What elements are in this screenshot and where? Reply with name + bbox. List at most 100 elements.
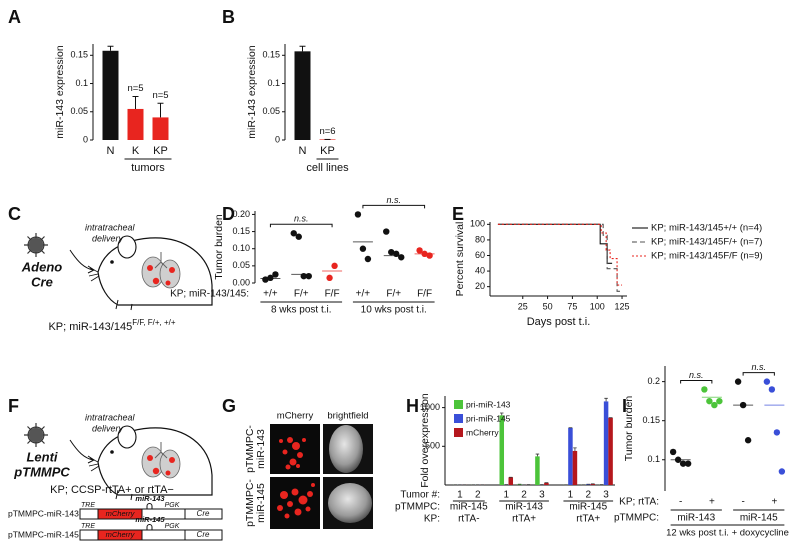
x-tick-label: 75 (567, 301, 577, 311)
group-sublabel: rtTA+ (576, 514, 600, 525)
group-sublabel: rtTA+ (512, 514, 536, 525)
error-bar (299, 45, 306, 52)
group-label: cell lines (306, 162, 349, 174)
arrowhead (87, 455, 95, 464)
arrow (69, 249, 94, 271)
y-tick-label: 0.1 (647, 454, 660, 464)
x-tick-label: + (709, 497, 715, 508)
construct-element: Cre (197, 509, 210, 518)
x-tick-label: 2 (585, 490, 591, 501)
group-label: miR-143 (677, 513, 715, 524)
hairpin (146, 524, 153, 530)
hairpin (146, 503, 153, 509)
y-tick-label: 0.2 (647, 376, 660, 386)
y-axis-label: miR-143 expression (54, 45, 66, 139)
arrowhead (87, 265, 95, 274)
group-label: miR-145 (569, 502, 607, 513)
bar-note: n=5 (127, 83, 143, 94)
legend-label: mCherry (466, 427, 499, 437)
survival-line (497, 223, 623, 292)
y-tick-label: 0.20 (232, 209, 250, 219)
legend-label: KP; miR-143/145+/+ (n=4) (651, 223, 762, 234)
row-label: pTMMPC- (244, 425, 256, 473)
group-label: 8 wks post t.i. (271, 305, 332, 316)
y-axis-label: miR-143 expression (246, 45, 258, 139)
x-tick-label: F/F (325, 289, 340, 300)
x-tick-label: +/+ (263, 289, 278, 300)
vector-text: pTMMPC (13, 464, 70, 479)
y-axis-label: Fold overexpression (419, 393, 431, 488)
virus-icon (23, 232, 49, 258)
data-point (326, 274, 333, 282)
significance-label: n.s. (689, 370, 704, 380)
row-label: pTMMPC: (395, 502, 440, 513)
genotype: KP; miR-143/145 (48, 321, 132, 333)
lung-lobe (328, 483, 372, 523)
data-point (272, 271, 279, 278)
data-point (305, 272, 312, 280)
alleles: F/F, F/+, +/+ (132, 318, 176, 327)
mirna-label: miR-143 (135, 494, 165, 503)
x-tick-label: 1 (457, 490, 463, 501)
y-tick-label: 40 (475, 265, 485, 275)
y-tick-label: 0.15 (642, 415, 660, 425)
legend-label: pri-miR-143 (466, 399, 511, 409)
bar (572, 450, 578, 485)
data-point (701, 386, 708, 393)
y-tick-label: 0.15 (232, 226, 250, 236)
row-label: KP; rtTA: (619, 497, 659, 508)
x-tick-label: F/F (417, 289, 432, 300)
y-tick-label: 0 (275, 134, 280, 144)
bar (568, 427, 573, 485)
arrow (69, 439, 94, 461)
group-label: 10 wks post t.i. (361, 305, 427, 316)
data-point (262, 276, 269, 283)
column-label: mCherry (277, 411, 314, 422)
y-tick-label: 500 (425, 441, 440, 451)
data-point (331, 262, 338, 270)
legend-swatch (454, 428, 463, 437)
x-tick-label: KP (153, 145, 168, 157)
survival-line (497, 223, 613, 264)
data-point (768, 386, 776, 393)
data-point (711, 401, 718, 409)
construct-element: Cre (197, 530, 210, 539)
row-label: miR-143 (255, 429, 267, 469)
error-bar (157, 102, 164, 118)
panel-label: I (622, 396, 627, 416)
data-point (354, 211, 362, 218)
error-bar (107, 45, 114, 51)
bar (152, 117, 169, 140)
error-bar (604, 397, 608, 402)
bar (508, 477, 514, 485)
mirna-label: miR-145 (135, 515, 165, 524)
vector-text: Adeno (21, 259, 63, 274)
row-label: Tumor #: (400, 490, 440, 501)
data-point (359, 245, 367, 252)
panel-label: F (8, 396, 19, 416)
data-point (383, 228, 390, 235)
y-axis-label: Percent survival (454, 222, 466, 297)
delivery-text: delivery (92, 233, 124, 243)
y-axis-label: Tumor burden (213, 214, 225, 280)
data-point (778, 468, 786, 475)
data-point (773, 429, 781, 436)
data-point (716, 397, 723, 405)
delivery-text: delivery (92, 423, 124, 433)
construct-element: mCherry (106, 530, 136, 539)
x-axis-label: Days post t.i. (527, 316, 591, 328)
construct-backbone (79, 508, 223, 520)
data-point (684, 460, 692, 467)
bar (294, 51, 311, 141)
row-label: pTMMPC: (614, 513, 659, 524)
significance-bracket (362, 204, 426, 209)
x-tick-label: K (132, 145, 140, 157)
y-tick-label: 60 (475, 250, 485, 260)
x-tick-label: 125 (615, 301, 630, 311)
bar (127, 108, 144, 140)
x-tick-label: 50 (543, 301, 553, 311)
data-point (416, 247, 423, 254)
construct-name: pTMMPC-miR-143 (8, 508, 79, 518)
